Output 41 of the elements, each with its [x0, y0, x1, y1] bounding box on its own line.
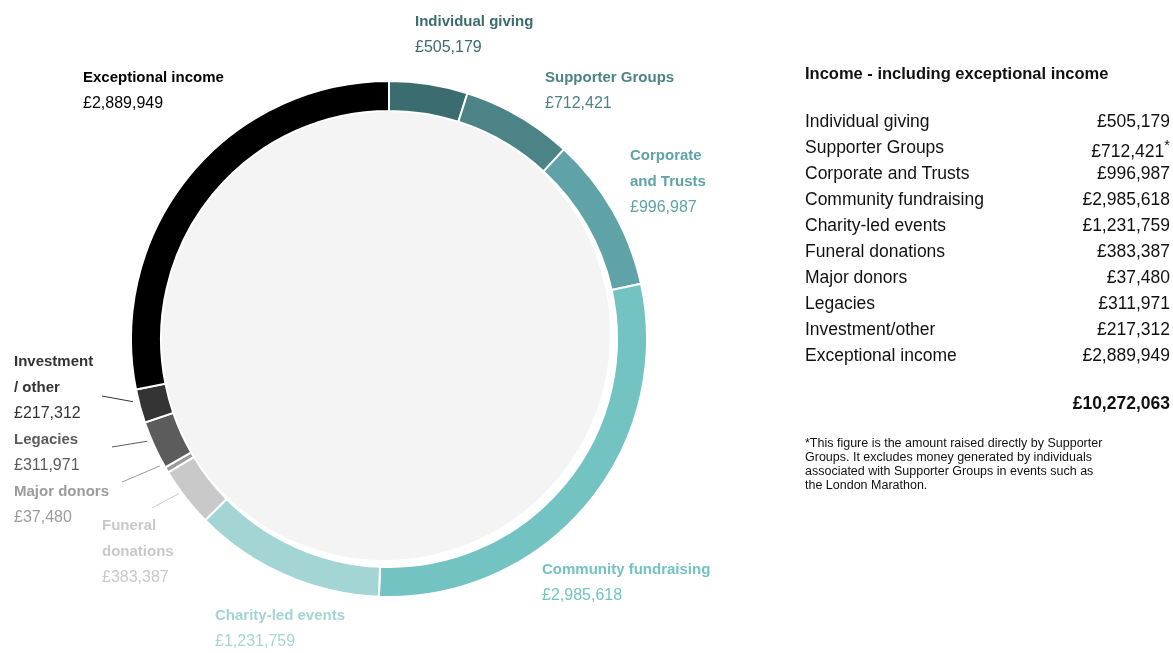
data-label: £1,231,759 [215, 632, 296, 649]
slice-label: Individual giving [415, 12, 534, 29]
text: *This figure is the amount raised directly by Supporter Groups. It excludes money generated by individuals associated with Supporter Groups in events such as the London Marathon. [805, 436, 1104, 492]
text: £2,889,949 [1082, 345, 1170, 365]
data-label: £311,971 [14, 456, 80, 473]
text: £505,179 [1097, 111, 1170, 131]
data-label: £505,179 [415, 38, 482, 55]
slice-label: Major donors [14, 482, 110, 499]
data-label: £2,985,618 [542, 586, 623, 603]
legend-label: Legacies [14, 430, 79, 447]
category-label: Investment/other [805, 319, 936, 341]
text: £2,985,618 [1082, 189, 1170, 209]
text: Income - including exceptional income [805, 64, 1110, 83]
slice-label: Supporter Groups [545, 68, 675, 85]
slice-label: Community fundraising [542, 560, 711, 577]
data-label: £217,312 [14, 404, 81, 421]
slice-label: Corporate and Trusts [630, 146, 706, 189]
category-label: Charity-led events [805, 215, 947, 237]
slice-label: Investment / other [14, 352, 94, 395]
text: £383,387 [1097, 241, 1170, 261]
category-label: Individual giving [805, 111, 930, 133]
category-label: Corporate and Trusts [805, 163, 970, 185]
data-label: £37,480 [14, 508, 72, 525]
text: £37,480 [1106, 267, 1170, 287]
category-label: Funeral donations [805, 241, 946, 263]
data-label: £712,421 [545, 94, 612, 111]
category-label: Supporter Groups [805, 137, 945, 159]
text: £996,987 [1097, 163, 1170, 183]
category-label: Community fundraising [805, 189, 984, 211]
slice-label: Exceptional income [83, 68, 224, 85]
data-label: £996,987 [630, 198, 697, 215]
text: £311,971 [1098, 293, 1170, 313]
text: £10,272,063 [1071, 393, 1170, 414]
text: £712,421$^{*}$ [1091, 137, 1170, 161]
text: £1,231,759 [1082, 215, 1170, 235]
slice-label: Charity-led events [215, 606, 346, 623]
category-label: Major donors [805, 267, 908, 289]
category-label: Exceptional income [805, 345, 957, 367]
text: £217,312 [1097, 319, 1170, 339]
category-label: Legacies [805, 293, 876, 315]
data-label: £2,889,949 [83, 94, 164, 111]
